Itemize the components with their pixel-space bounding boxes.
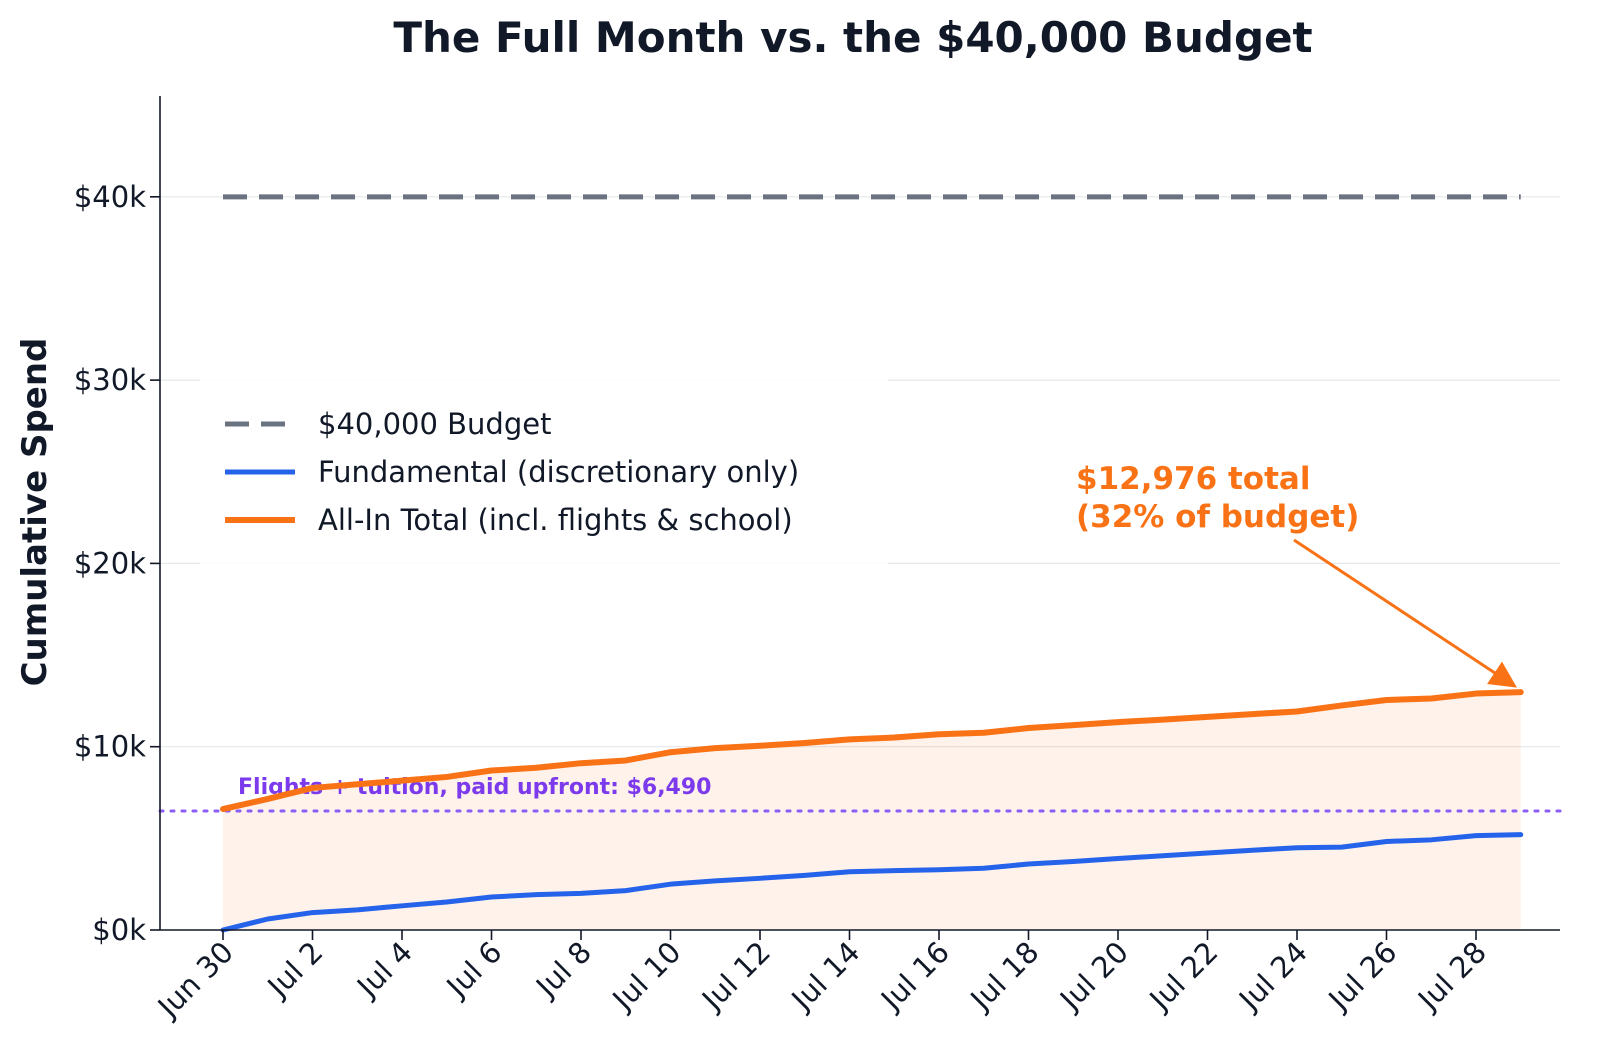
legend: $40,000 Budget Fundamental (discretionar…	[200, 378, 888, 564]
legend-label-budget: $40,000 Budget	[318, 407, 551, 441]
all-in-area-fill	[223, 692, 1521, 930]
x-tick-label: Jul 28	[1410, 935, 1493, 1018]
x-tick-label: Jul 2	[260, 935, 330, 1005]
y-axis-ticks: $0k $10k $20k $30k $40k	[74, 180, 160, 947]
x-tick-label: Jun 30	[150, 935, 240, 1025]
x-tick-label: Jul 12	[694, 935, 777, 1018]
y-axis-label: Cumulative Spend	[15, 338, 55, 687]
x-tick-label: Jul 8	[528, 935, 598, 1005]
x-tick-label: Jul 4	[349, 935, 419, 1005]
series-line-all-in-total	[220, 689, 1524, 813]
x-tick-label: Jul 22	[1142, 935, 1225, 1018]
x-axis-ticks: Jun 30 Jul 2 Jul 4 Jul 6 Jul 8 Jul 10 Jul 12 Ju…	[150, 930, 1493, 1025]
y-tick-label: $10k	[74, 730, 146, 764]
y-tick-label: $20k	[74, 546, 146, 580]
x-tick-label: Jul 20	[1052, 935, 1135, 1018]
x-tick-label: Jul 10	[605, 935, 688, 1018]
annotation-total: $12,976 total	[1076, 461, 1310, 497]
legend-label-fundamental: Fundamental (discretionary only)	[318, 455, 799, 489]
legend-box	[200, 378, 888, 564]
legend-label-all-in: All-In Total (incl. flights & school)	[318, 503, 793, 537]
x-tick-label: Jul 16	[873, 935, 956, 1018]
annotation-callout: $12,976 total (32% of budget)	[1076, 461, 1518, 688]
annotation-arrow	[1293, 538, 1518, 688]
x-tick-label: Jul 14	[784, 935, 867, 1018]
chart-title: The Full Month vs. the $40,000 Budget	[393, 13, 1312, 62]
x-tick-label: Jul 26	[1321, 935, 1404, 1018]
y-tick-label: $0k	[92, 913, 146, 947]
x-tick-label: Jul 6	[439, 935, 509, 1005]
series-line-fundamental	[220, 832, 1524, 933]
y-tick-label: $40k	[74, 180, 146, 214]
x-tick-label: Jul 24	[1231, 935, 1314, 1018]
y-tick-label: $30k	[74, 363, 146, 397]
annotation-percent: (32% of budget)	[1076, 499, 1359, 535]
x-tick-label: Jul 18	[963, 935, 1046, 1018]
